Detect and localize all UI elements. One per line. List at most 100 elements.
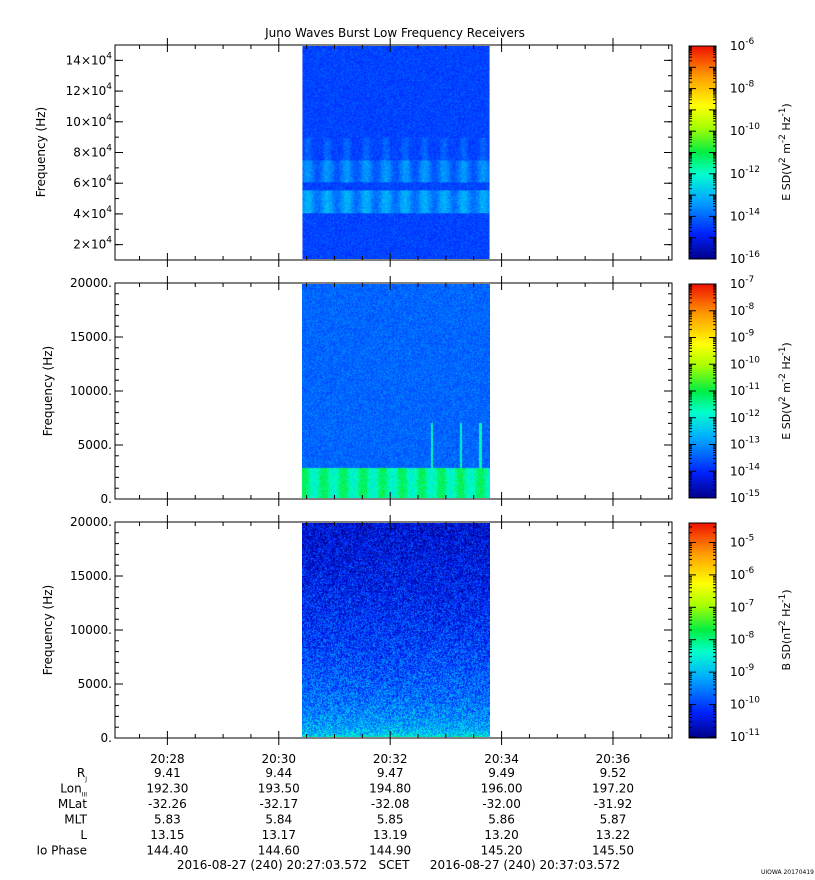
ephemeris-value: 144.60	[258, 844, 300, 858]
y-tick-label: 10000.	[70, 384, 112, 398]
colorbar-tick-label: 10-14	[730, 462, 760, 478]
colorbar-tick-label: 10-8	[730, 80, 755, 96]
ephemeris-row-label: Io Phase	[36, 844, 87, 858]
footer-scet-label: SCET	[379, 858, 411, 872]
ephemeris-row-label: MLat	[58, 797, 87, 811]
ephemeris-value: 192.30	[146, 782, 188, 796]
ephemeris-value: 9.52	[600, 766, 627, 780]
colorbar-tick-label: 10-11	[730, 728, 760, 744]
y-tick-label: 4×104	[73, 205, 112, 221]
colorbar-tick-label: 10-10	[730, 696, 760, 712]
panel-1-y-ticks: 2×104 4×104 6×104 8×104 10×104 12×104 14×104	[66, 44, 672, 261]
colorbar-tick-label: 10-11	[730, 382, 760, 398]
panel-1-colorbar-ticks: 10-16 10-14 10-12 10-10 10-8 10-6	[689, 37, 760, 266]
panel-3-y-axis-label: Frequency (Hz)	[41, 585, 55, 676]
y-tick-label: 15000.	[70, 569, 112, 583]
ephemeris-value: 13.22	[596, 828, 630, 842]
colorbar-tick-label: 10-6	[730, 37, 755, 53]
panel-2: 0. 5000. 10000. 15000. 20000. Frequency (Hz)…	[41, 275, 793, 506]
panel-2-colorbar-ticks: 10-15 10-14 10-13 10-12 10-11 10-10 10-9 10-8 10…	[689, 275, 760, 505]
colorbar-tick-label: 10-12	[730, 409, 760, 425]
figure-title: Juno Waves Burst Low Frequency Receivers	[264, 26, 525, 40]
ephemeris-value: 5.87	[600, 813, 627, 827]
y-tick-label: 2×104	[73, 236, 112, 252]
panel-1-image	[302, 46, 490, 259]
panel-3-x-ticks	[139, 515, 670, 745]
y-tick-label: 12×104	[66, 82, 113, 98]
colorbar-tick-label: 10-10	[730, 122, 760, 138]
panel-2-y-ticks: 0. 5000. 10000. 15000. 20000.	[70, 276, 672, 506]
ephemeris-value: 145.50	[592, 844, 634, 858]
panel-1: 2×104 4×104 6×104 8×104 10×104 12×104 14×104 F…	[34, 37, 793, 267]
panel-3-colorbar-label: B SD(nT2 Hz-1)	[778, 589, 793, 670]
y-tick-label: 10000.	[70, 623, 112, 637]
credit-label: UIOWA 20170419	[761, 869, 814, 876]
panel-1-colorbar-label: E SD(V2 m-2 Hz-1)	[778, 103, 793, 200]
panel-2-x-ticks	[139, 276, 670, 506]
panel-3-colorbar	[688, 522, 717, 739]
colorbar-tick-label: 10-5	[730, 533, 754, 549]
y-tick-label: 10×104	[66, 113, 113, 129]
colorbar-tick-label: 10-7	[730, 275, 754, 291]
ephemeris-value: 9.44	[265, 766, 292, 780]
colorbar-tick-label: 10-16	[730, 250, 760, 266]
panel-3-spectrogram	[302, 523, 490, 737]
x-tick-label: 20:32	[373, 752, 408, 766]
y-tick-label: 8×104	[73, 144, 112, 160]
colorbar-tick-label: 10-12	[730, 165, 760, 181]
x-axis-time-labels: 20:28 20:30 20:32 20:34 20:36	[150, 752, 630, 766]
ephemeris-value: 144.40	[146, 844, 188, 858]
colorbar-tick-label: 10-6	[730, 566, 755, 582]
ephemeris-value: 5.86	[488, 813, 515, 827]
ephemeris-row-label: L	[80, 828, 87, 842]
y-tick-label: 20000.	[70, 515, 112, 529]
ephemeris-row-label: RJ	[77, 766, 87, 783]
x-tick-label: 20:30	[261, 752, 296, 766]
y-tick-label: 20000.	[70, 276, 112, 290]
colorbar-tick-label: 10-14	[730, 207, 760, 223]
x-tick-label: 20:28	[150, 752, 185, 766]
colorbar-tick-label: 10-8	[730, 302, 755, 318]
panel-1-spectrogram	[302, 46, 490, 259]
ephemeris-value: 9.47	[377, 766, 404, 780]
panel-2-spectrogram	[302, 284, 490, 498]
ephemeris-value: 193.50	[258, 782, 300, 796]
footer-start-time: 2016-08-27 (240) 20:27:03.572	[177, 858, 367, 872]
y-tick-label: 14×104	[66, 51, 113, 67]
ephemeris-row-label: MLT	[64, 813, 87, 827]
ephemeris-value: -32.00	[482, 797, 521, 811]
y-tick-label: 6×104	[73, 174, 112, 190]
x-tick-label: 20:36	[596, 752, 631, 766]
panel-2-colorbar-label: E SD(V2 m-2 Hz-1)	[778, 342, 793, 439]
ephemeris-value: -32.08	[371, 797, 410, 811]
ephemeris-value: 196.00	[481, 782, 523, 796]
ephemeris-value: 13.15	[150, 828, 184, 842]
ephemeris-table: RJ 9.41 9.44 9.47 9.49 9.52 LonIII 192.30 193.50…	[36, 766, 634, 858]
footer: 2016-08-27 (240) 20:27:03.572 SCET 2016-…	[177, 858, 620, 872]
ephemeris-value: 13.20	[484, 828, 518, 842]
panel-3-colorbar-ticks: 10-11 10-10 10-9 10-8 10-7 10-6 10-5	[689, 526, 760, 744]
ephemeris-value: 9.41	[154, 766, 181, 780]
panel-1-y-axis-label: Frequency (Hz)	[34, 107, 48, 198]
panel-2-y-axis-label: Frequency (Hz)	[41, 346, 55, 437]
y-tick-label: 0.	[101, 492, 112, 506]
y-tick-label: 5000.	[78, 677, 112, 691]
ephemeris-value: 197.20	[592, 782, 634, 796]
footer-end-time: 2016-08-27 (240) 20:37:03.572	[430, 858, 620, 872]
ephemeris-value: 13.17	[262, 828, 296, 842]
ephemeris-value: -32.17	[259, 797, 298, 811]
panel-3-y-ticks: 0. 5000. 10000. 15000. 20000.	[70, 515, 672, 745]
panel-3: 0. 5000. 10000. 15000. 20000. Frequency (Hz)…	[41, 515, 793, 745]
ephemeris-value: -32.26	[148, 797, 187, 811]
x-tick-label: 20:34	[484, 752, 519, 766]
ephemeris-value: 194.80	[369, 782, 411, 796]
y-tick-label: 15000.	[70, 330, 112, 344]
colorbar-tick-label: 10-9	[730, 329, 755, 345]
colorbar-tick-label: 10-13	[730, 436, 760, 452]
colorbar-tick-label: 10-10	[730, 355, 760, 371]
panel-2-image	[302, 284, 490, 498]
ephemeris-value: 5.84	[265, 813, 292, 827]
ephemeris-value: -31.92	[594, 797, 633, 811]
colorbar-tick-label: 10-9	[730, 663, 755, 679]
